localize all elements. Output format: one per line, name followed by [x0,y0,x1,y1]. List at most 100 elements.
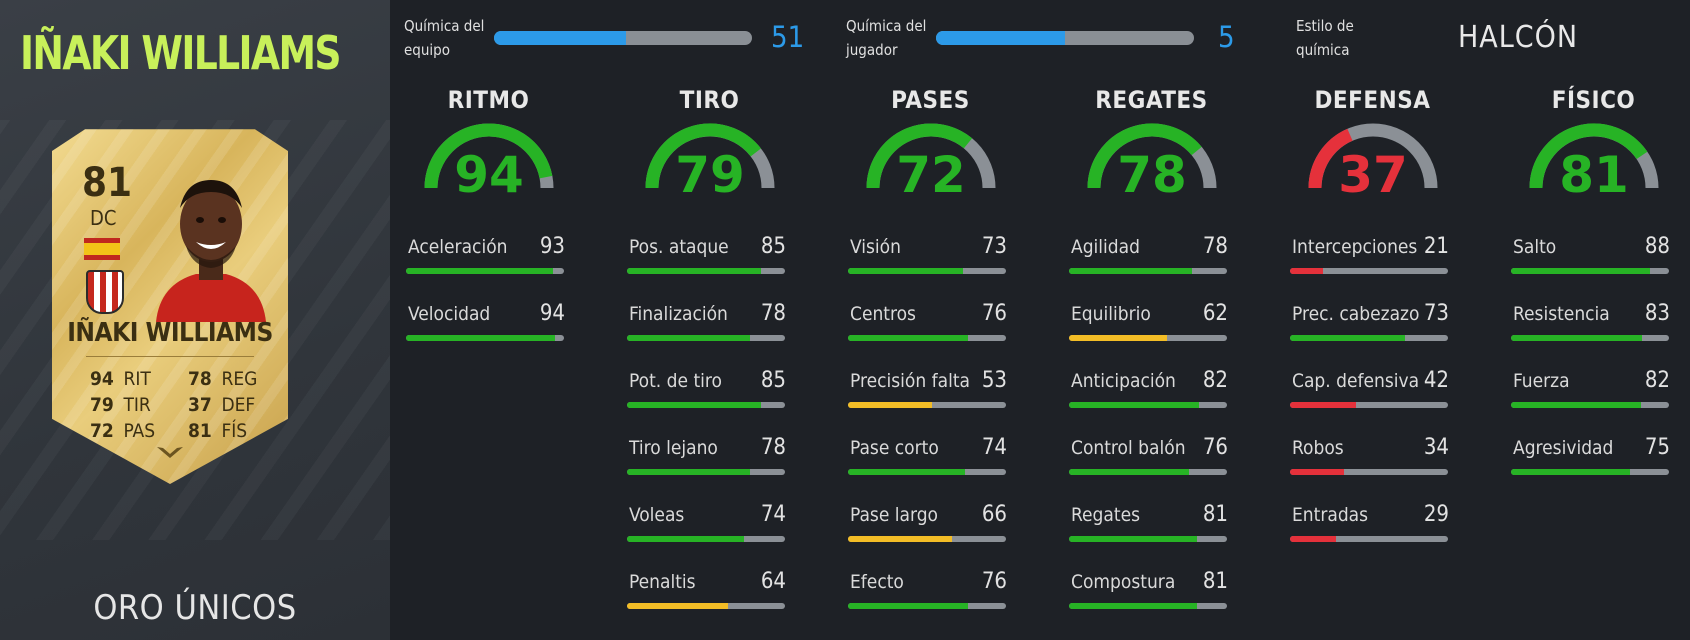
attribute-label: Efecto [850,571,904,593]
player-name: IÑAKI WILLIAMS [20,26,342,80]
attribute-row[interactable]: Penaltis 64 [627,569,792,615]
attribute-row[interactable]: Fuerza 82 [1511,368,1676,414]
attribute-row[interactable]: Pase corto 74 [848,435,1013,481]
attribute-row[interactable]: Precisión falta 53 [848,368,1013,414]
team-chemistry-label: Química del equipo [404,17,485,59]
attribute-bar-fill [627,402,762,408]
attribute-bar-fill [1069,402,1199,408]
attribute-value: 76 [981,301,1007,326]
attribute-value: 74 [760,502,786,527]
attribute-value: 42 [1423,368,1449,393]
category-rating: 94 [454,146,524,196]
category-rating: 79 [675,146,745,196]
attribute-bar-fill [406,268,553,274]
attribute-label: Pot. de tiro [629,370,722,392]
attribute-row[interactable]: Prec. cabezazo 73 [1290,301,1455,347]
attribute-row[interactable]: Entradas 29 [1290,502,1455,548]
gauge-fill [1529,123,1647,189]
attribute-bar [1511,469,1669,475]
card-position: DC [90,206,117,230]
attribute-row[interactable]: Intercepciones 21 [1290,234,1455,280]
attribute-value: 82 [1202,368,1228,393]
gauge-fill [424,123,552,189]
attribute-bar [1290,268,1448,274]
category-gauge: 37 [1308,123,1437,196]
attribute-bar-fill [1290,268,1324,274]
attribute-bar-fill [1069,268,1193,274]
attribute-value: 83 [1644,301,1670,326]
player-chemistry-label: Química del jugador [846,17,927,59]
attribute-row[interactable]: Tiro lejano 78 [627,435,792,481]
attribute-bar-fill [848,335,969,341]
card-stat: 37 DEF [188,394,256,416]
attribute-row[interactable]: Anticipación 82 [1069,368,1234,414]
attribute-row[interactable]: Pos. ataque 85 [627,234,792,280]
attribute-value: 82 [1644,368,1670,393]
attribute-bar [1069,402,1227,408]
attribute-bar [406,268,564,274]
chemistry-style-value[interactable]: HALCÓN [1458,20,1579,55]
attribute-label: Aceleración [408,236,508,258]
category-gauge: 78 [1087,123,1216,196]
category-regates: REGATES 78 Agilidad 78 Equilibrio 62 Anticipac… [1069,86,1234,609]
category-rating: 81 [1559,146,1629,196]
attribute-bar [1069,536,1227,542]
gauge-fill [866,123,972,189]
category-pases: PASES 72 Visión 73 Centros 76 Precisión falta 5… [848,86,1013,609]
attribute-bar-fill [406,335,555,341]
attribute-row[interactable]: Robos 34 [1290,435,1455,481]
attribute-row[interactable]: Visión 73 [848,234,1013,280]
attribute-bar [848,469,1006,475]
category-defensa: DEFENSA 37 Intercepciones 21 Prec. cabezazo 7… [1290,86,1455,542]
attribute-bar [1511,335,1669,341]
player-card[interactable]: 81 DC IÑAKI WILLIAMS 94 RIT 79 TIR 72 PA… [52,129,288,484]
attribute-value: 62 [1202,301,1228,326]
attribute-label: Regates [1071,504,1140,526]
category-rating: 72 [896,146,966,196]
attribute-row[interactable]: Pot. de tiro 85 [627,368,792,414]
attribute-bar [627,469,785,475]
attribute-value: 81 [1202,502,1228,527]
attribute-row[interactable]: Resistencia 83 [1511,301,1676,347]
attribute-row[interactable]: Equilibrio 62 [1069,301,1234,347]
attribute-row[interactable]: Agresividad 75 [1511,435,1676,481]
attribute-row[interactable]: Cap. defensiva 42 [1290,368,1455,414]
attribute-label: Agresividad [1513,437,1614,459]
attribute-label: Prec. cabezazo [1292,303,1420,325]
card-stat: 78 REG [188,368,258,390]
attribute-row[interactable]: Velocidad 94 [406,301,571,347]
attribute-row[interactable]: Control balón 76 [1069,435,1234,481]
player-photo [156,180,266,322]
attribute-bar-fill [1290,536,1336,542]
attribute-row[interactable]: Aceleración 93 [406,234,571,280]
attribute-row[interactable]: Finalización 78 [627,301,792,347]
attribute-label: Finalización [629,303,728,325]
athletic-club-crest-icon [86,270,124,314]
attribute-value: 76 [1202,435,1228,460]
attribute-bar [848,536,1006,542]
attribute-label: Visión [850,236,901,258]
attribute-row[interactable]: Regates 81 [1069,502,1234,548]
attribute-value: 29 [1423,502,1449,527]
attribute-row[interactable]: Salto 88 [1511,234,1676,280]
attribute-bar-fill [1511,469,1630,475]
attribute-bar-fill [848,603,969,609]
attribute-label: Cap. defensiva [1292,370,1420,392]
gauge-fill [1087,123,1202,189]
attribute-value: 88 [1644,234,1670,259]
attribute-bar-fill [1511,268,1651,274]
attribute-row[interactable]: Centros 76 [848,301,1013,347]
player-chemistry-bar [936,31,1194,45]
attribute-bar [627,603,785,609]
attribute-row[interactable]: Compostura 81 [1069,569,1234,615]
category-rating: 37 [1338,146,1408,196]
attribute-label: Velocidad [408,303,491,325]
attribute-row[interactable]: Voleas 74 [627,502,792,548]
category-title: DEFENSA [1314,86,1431,114]
attribute-row[interactable]: Agilidad 78 [1069,234,1234,280]
category-title: PASES [891,86,970,114]
attribute-bar [627,402,785,408]
attribute-label: Centros [850,303,916,325]
attribute-row[interactable]: Pase largo 66 [848,502,1013,548]
attribute-row[interactable]: Efecto 76 [848,569,1013,615]
